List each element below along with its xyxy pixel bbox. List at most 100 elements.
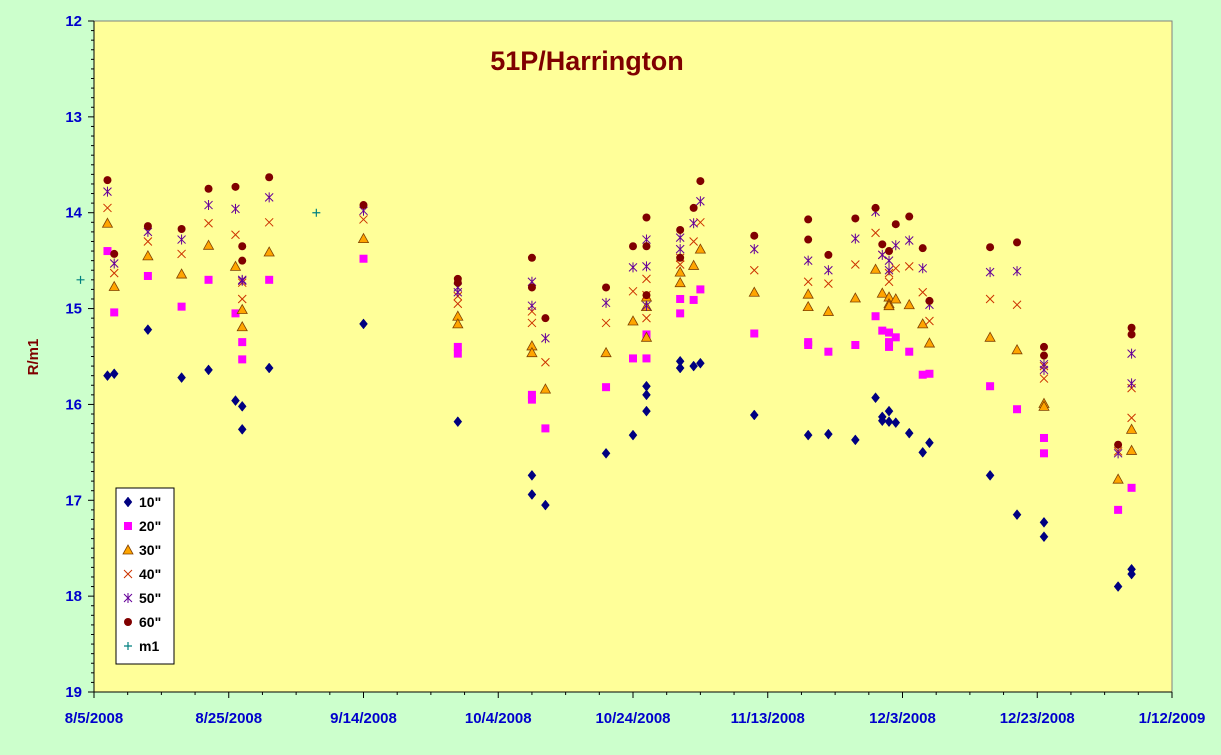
data-point bbox=[1011, 343, 1023, 355]
x-tick-label: 10/4/2008 bbox=[465, 710, 532, 727]
data-point bbox=[452, 318, 464, 329]
data-point bbox=[985, 469, 995, 481]
data-point bbox=[109, 368, 119, 380]
data-point bbox=[803, 429, 813, 441]
data-point bbox=[177, 249, 186, 259]
data-point bbox=[1012, 509, 1022, 521]
x-tick-label: 8/25/2008 bbox=[195, 710, 262, 727]
data-point bbox=[824, 347, 833, 356]
legend-marker bbox=[122, 544, 134, 555]
data-point bbox=[265, 275, 274, 284]
data-point bbox=[143, 222, 152, 231]
data-point bbox=[884, 255, 894, 266]
legend-marker bbox=[123, 496, 133, 508]
data-point bbox=[851, 340, 860, 349]
data-point bbox=[109, 268, 119, 278]
data-point bbox=[359, 215, 368, 224]
data-point bbox=[891, 333, 900, 342]
data-point bbox=[628, 429, 638, 441]
data-point bbox=[541, 499, 550, 511]
data-point bbox=[925, 437, 934, 449]
data-point bbox=[925, 369, 934, 378]
data-point bbox=[851, 214, 860, 223]
data-point bbox=[903, 298, 915, 310]
data-point bbox=[204, 184, 213, 193]
data-point bbox=[696, 177, 705, 186]
data-point bbox=[628, 262, 638, 273]
data-point bbox=[676, 253, 685, 262]
data-point bbox=[526, 346, 538, 358]
data-point bbox=[877, 415, 887, 427]
data-point bbox=[453, 287, 463, 298]
data-point bbox=[238, 256, 247, 265]
data-point bbox=[1127, 323, 1136, 332]
data-point bbox=[238, 338, 247, 347]
y-axis-label: R/m1 bbox=[25, 339, 42, 376]
data-point bbox=[1113, 581, 1123, 592]
data-point bbox=[541, 314, 550, 323]
data-point bbox=[1039, 531, 1049, 543]
data-point bbox=[642, 405, 651, 417]
y-tick-label: 18 bbox=[65, 588, 82, 605]
data-point bbox=[204, 364, 213, 376]
data-point bbox=[264, 217, 274, 227]
data-point bbox=[918, 446, 928, 458]
data-point bbox=[642, 213, 651, 222]
data-point bbox=[675, 362, 685, 374]
data-point bbox=[1127, 348, 1136, 359]
legend-marker bbox=[124, 618, 132, 626]
data-point bbox=[804, 215, 813, 224]
data-point bbox=[527, 390, 536, 399]
data-point bbox=[1039, 516, 1049, 528]
data-point bbox=[110, 308, 119, 317]
data-point bbox=[527, 489, 537, 500]
data-point bbox=[236, 303, 248, 314]
legend-marker bbox=[123, 569, 133, 579]
data-point bbox=[237, 400, 247, 412]
data-point bbox=[108, 280, 120, 291]
data-point bbox=[984, 331, 996, 342]
data-point bbox=[918, 263, 928, 274]
data-point bbox=[231, 182, 240, 191]
data-point bbox=[878, 326, 887, 335]
y-tick-label: 17 bbox=[65, 492, 82, 509]
data-point bbox=[312, 208, 321, 217]
data-point bbox=[602, 283, 611, 292]
x-tick-label: 1/12/2009 bbox=[1139, 710, 1206, 727]
data-point bbox=[527, 395, 536, 404]
data-point bbox=[265, 173, 274, 182]
data-point bbox=[749, 265, 759, 275]
x-tick-label: 11/13/2008 bbox=[731, 710, 805, 727]
data-point bbox=[1013, 405, 1022, 414]
data-point bbox=[871, 392, 880, 404]
data-point bbox=[1127, 378, 1136, 389]
data-point bbox=[1127, 413, 1136, 423]
data-point bbox=[676, 225, 685, 234]
data-point bbox=[177, 225, 186, 234]
data-point bbox=[629, 354, 637, 363]
data-point bbox=[103, 203, 112, 213]
data-point bbox=[1127, 330, 1136, 339]
data-point bbox=[237, 294, 247, 304]
data-point bbox=[925, 316, 934, 326]
data-point bbox=[642, 274, 651, 284]
data-point bbox=[885, 342, 894, 351]
data-point bbox=[602, 383, 611, 392]
data-point bbox=[231, 395, 240, 406]
data-point bbox=[804, 235, 813, 244]
data-point bbox=[541, 424, 550, 433]
data-point bbox=[1114, 440, 1123, 449]
data-point bbox=[359, 318, 368, 330]
data-point bbox=[453, 416, 463, 428]
legend: 10" 20" 30" 40" 50" 60" m1 bbox=[115, 487, 175, 665]
data-point bbox=[904, 235, 914, 246]
data-point bbox=[985, 294, 995, 304]
data-point bbox=[1039, 351, 1048, 360]
data-point bbox=[642, 300, 651, 311]
data-point bbox=[204, 275, 213, 284]
data-point bbox=[885, 328, 894, 337]
x-tick-label: 9/14/2008 bbox=[330, 710, 397, 727]
data-point bbox=[749, 244, 759, 255]
data-point bbox=[904, 427, 914, 439]
